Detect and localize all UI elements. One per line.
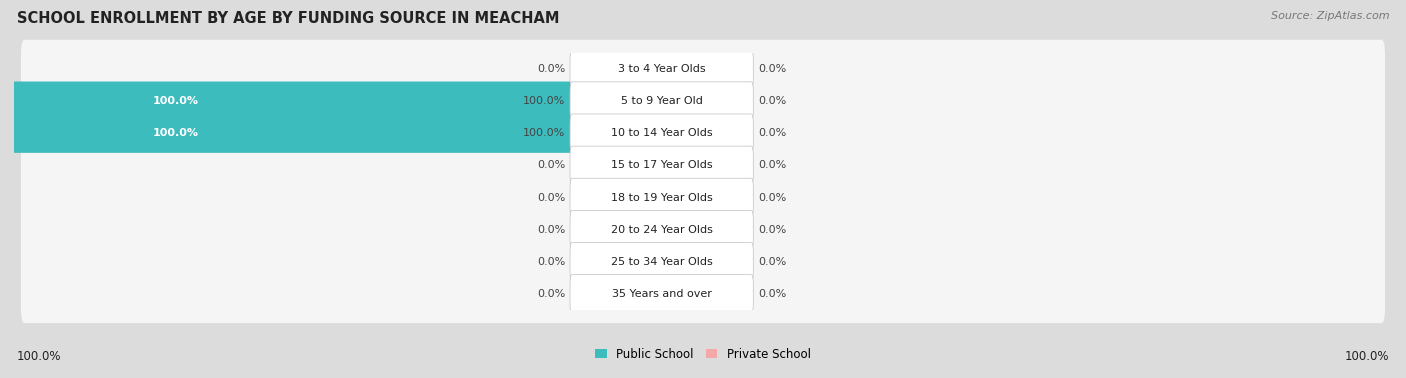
Text: 0.0%: 0.0% [758, 96, 786, 106]
Text: 100.0%: 100.0% [153, 96, 200, 106]
Text: 100.0%: 100.0% [523, 96, 565, 106]
FancyBboxPatch shape [21, 104, 1385, 163]
Text: 0.0%: 0.0% [758, 289, 786, 299]
FancyBboxPatch shape [569, 50, 754, 88]
Text: 0.0%: 0.0% [537, 160, 565, 170]
FancyBboxPatch shape [21, 232, 1385, 291]
FancyBboxPatch shape [569, 274, 754, 313]
Text: 0.0%: 0.0% [758, 128, 786, 138]
FancyBboxPatch shape [636, 146, 664, 185]
Text: 100.0%: 100.0% [17, 350, 62, 363]
FancyBboxPatch shape [636, 50, 664, 88]
FancyBboxPatch shape [21, 168, 1385, 227]
FancyBboxPatch shape [21, 200, 1385, 259]
FancyBboxPatch shape [659, 114, 688, 153]
FancyBboxPatch shape [636, 210, 664, 249]
FancyBboxPatch shape [659, 210, 688, 249]
FancyBboxPatch shape [21, 265, 1385, 323]
Legend: Public School, Private School: Public School, Private School [595, 348, 811, 361]
Text: 18 to 19 Year Olds: 18 to 19 Year Olds [610, 192, 713, 203]
Text: 15 to 17 Year Olds: 15 to 17 Year Olds [610, 160, 713, 170]
FancyBboxPatch shape [636, 178, 664, 217]
FancyBboxPatch shape [636, 242, 664, 281]
Text: 25 to 34 Year Olds: 25 to 34 Year Olds [610, 257, 713, 267]
FancyBboxPatch shape [659, 242, 688, 281]
FancyBboxPatch shape [569, 82, 754, 121]
FancyBboxPatch shape [569, 178, 754, 217]
Text: 20 to 24 Year Olds: 20 to 24 Year Olds [610, 225, 713, 235]
FancyBboxPatch shape [569, 243, 754, 281]
FancyBboxPatch shape [636, 274, 664, 313]
FancyBboxPatch shape [659, 274, 688, 313]
FancyBboxPatch shape [569, 146, 754, 185]
Text: 0.0%: 0.0% [758, 192, 786, 203]
Text: 100.0%: 100.0% [523, 128, 565, 138]
Text: 0.0%: 0.0% [537, 289, 565, 299]
FancyBboxPatch shape [659, 146, 688, 185]
Text: 0.0%: 0.0% [758, 225, 786, 235]
Text: 5 to 9 Year Old: 5 to 9 Year Old [620, 96, 703, 106]
Text: Source: ZipAtlas.com: Source: ZipAtlas.com [1271, 11, 1389, 21]
Text: 0.0%: 0.0% [537, 192, 565, 203]
FancyBboxPatch shape [21, 72, 1385, 130]
Text: 0.0%: 0.0% [537, 225, 565, 235]
Text: 100.0%: 100.0% [153, 128, 200, 138]
Text: 0.0%: 0.0% [537, 64, 565, 74]
Text: 0.0%: 0.0% [758, 64, 786, 74]
FancyBboxPatch shape [659, 178, 688, 217]
FancyBboxPatch shape [659, 82, 688, 121]
Text: 0.0%: 0.0% [758, 160, 786, 170]
FancyBboxPatch shape [569, 114, 754, 152]
FancyBboxPatch shape [21, 40, 1385, 98]
Text: 0.0%: 0.0% [537, 257, 565, 267]
FancyBboxPatch shape [13, 82, 664, 121]
FancyBboxPatch shape [21, 136, 1385, 195]
FancyBboxPatch shape [659, 50, 688, 88]
FancyBboxPatch shape [13, 114, 664, 153]
Text: 0.0%: 0.0% [758, 257, 786, 267]
Text: 100.0%: 100.0% [1344, 350, 1389, 363]
Text: 35 Years and over: 35 Years and over [612, 289, 711, 299]
Text: 3 to 4 Year Olds: 3 to 4 Year Olds [617, 64, 706, 74]
Text: SCHOOL ENROLLMENT BY AGE BY FUNDING SOURCE IN MEACHAM: SCHOOL ENROLLMENT BY AGE BY FUNDING SOUR… [17, 11, 560, 26]
Text: 10 to 14 Year Olds: 10 to 14 Year Olds [610, 128, 713, 138]
FancyBboxPatch shape [569, 210, 754, 249]
